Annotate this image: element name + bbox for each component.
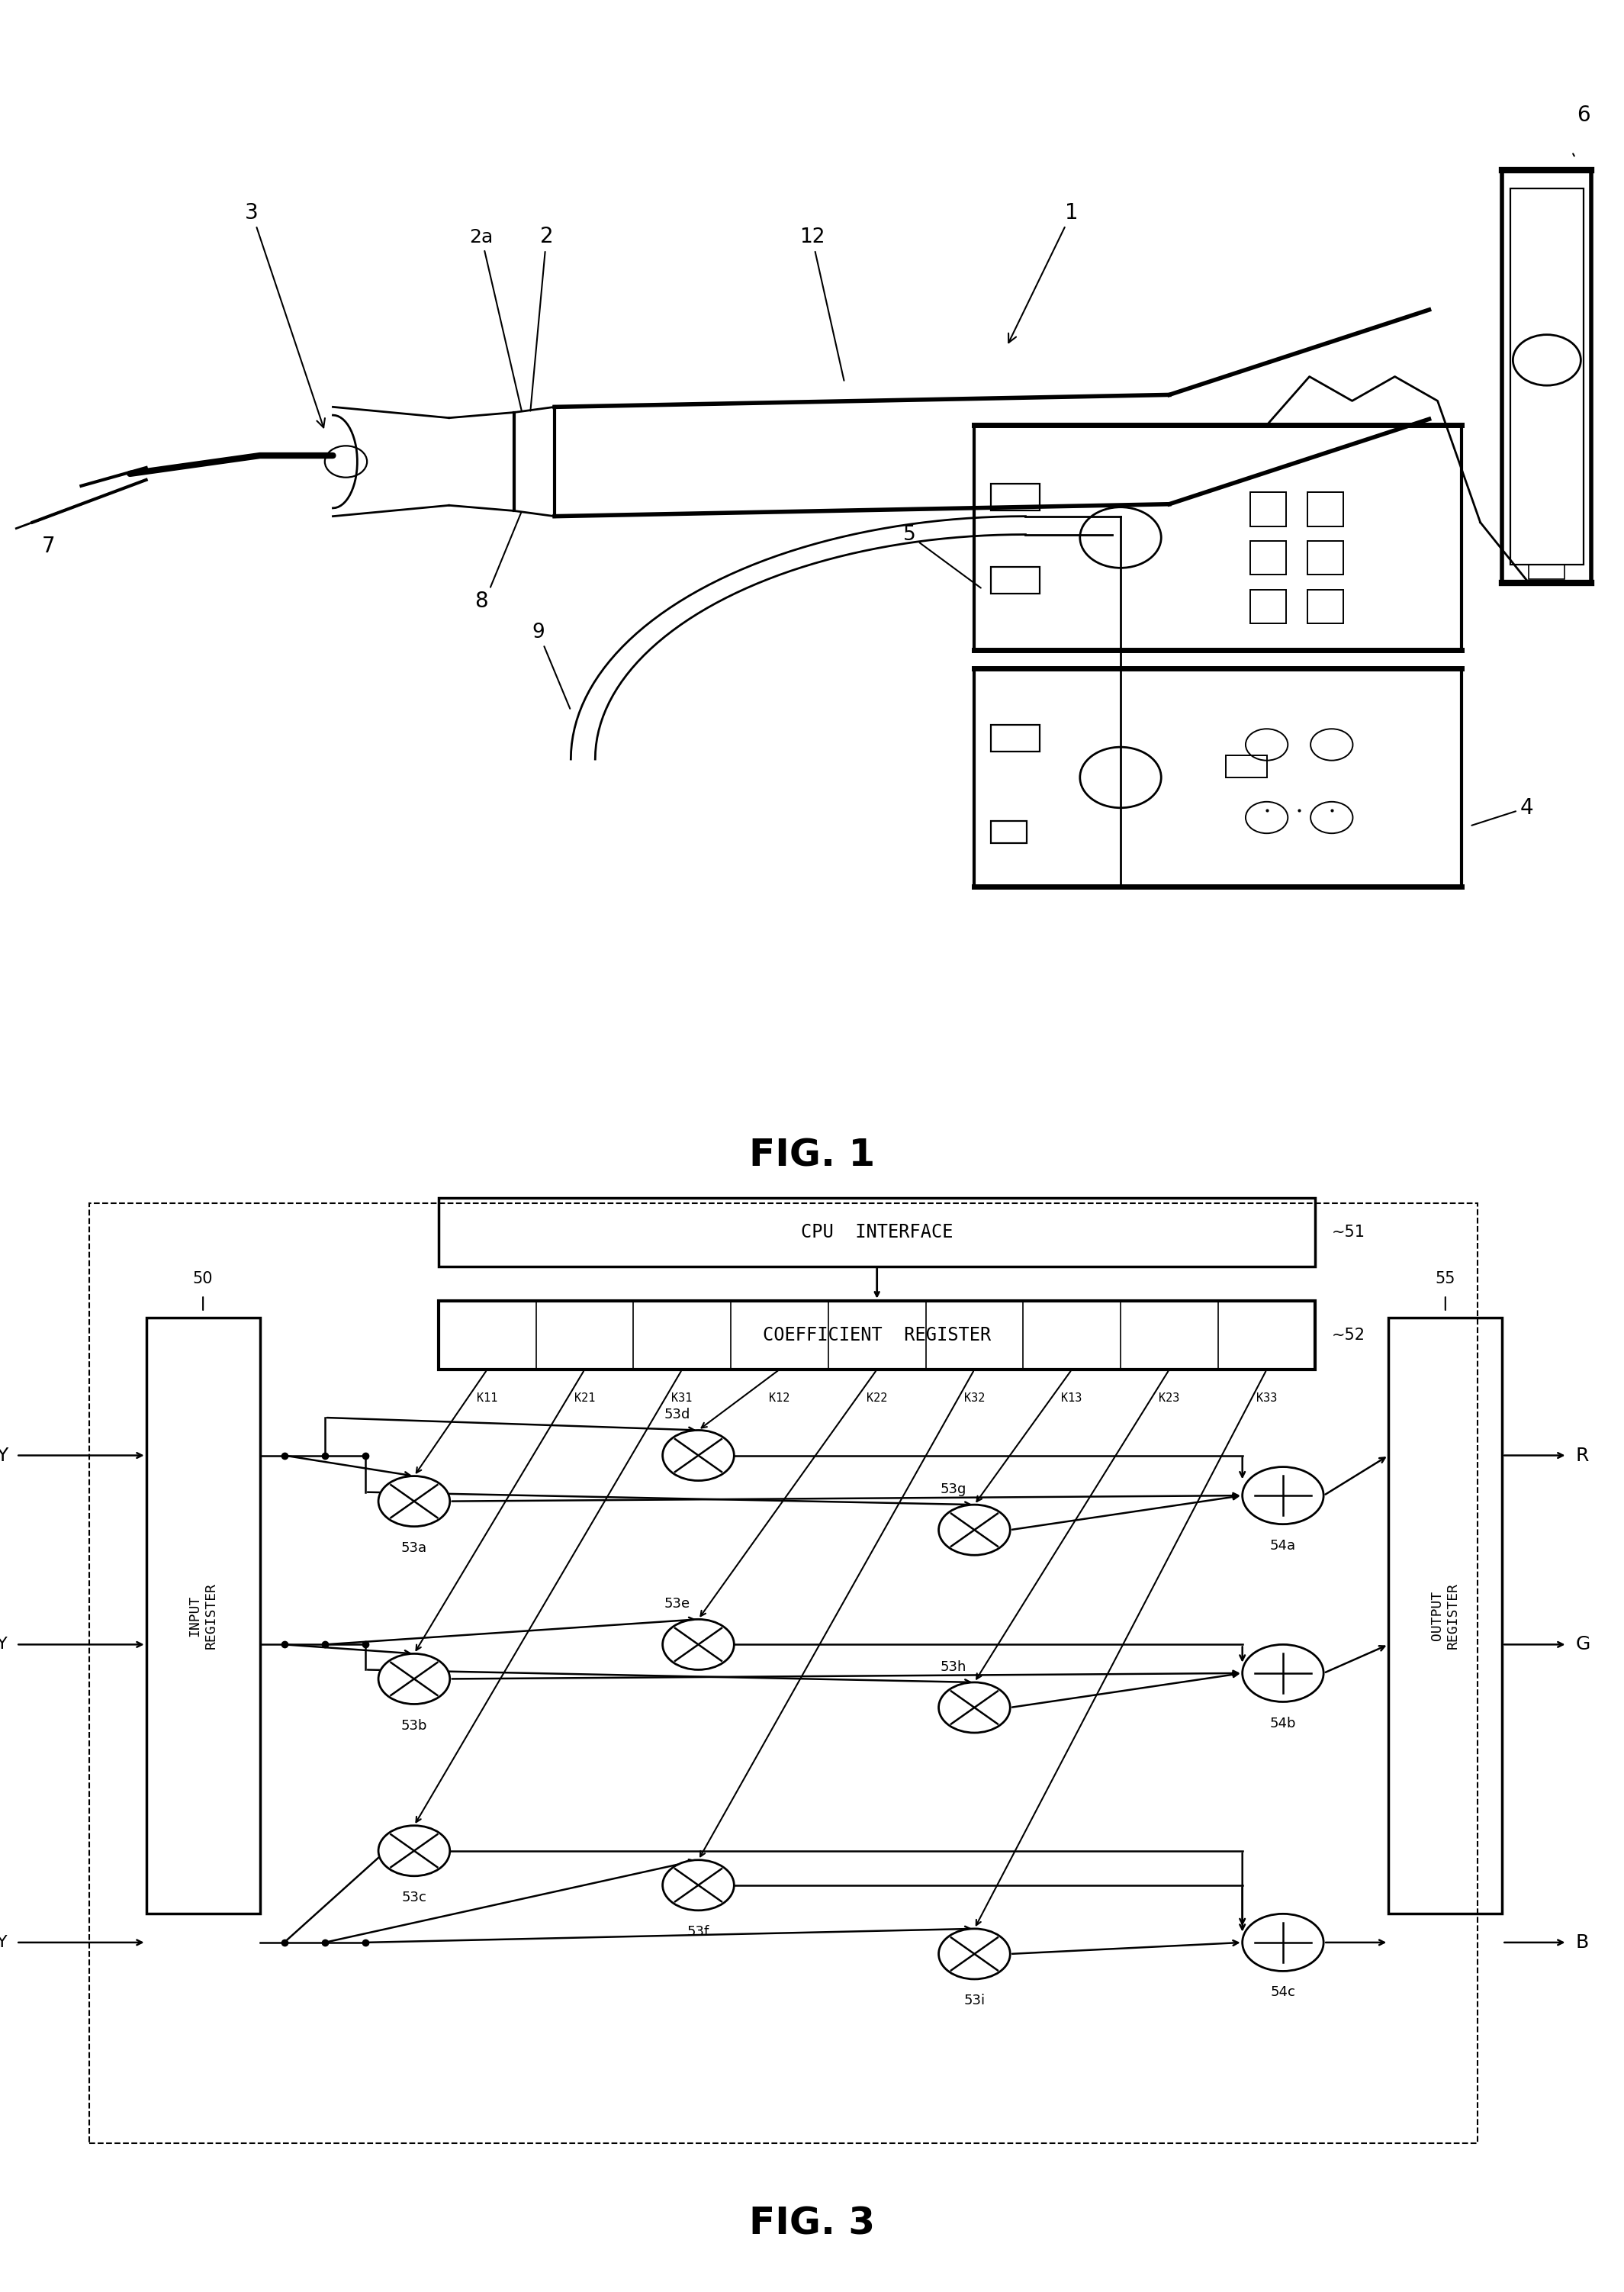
Circle shape <box>1242 1914 1324 1971</box>
Text: 54c: 54c <box>1270 1985 1296 1999</box>
Text: 54b: 54b <box>1270 1717 1296 1730</box>
Bar <box>1307 493 1343 527</box>
Text: R−Y: R−Y <box>0 1636 8 1653</box>
Bar <box>1389 1318 1502 1914</box>
Bar <box>146 1318 260 1914</box>
Text: INPUT
REGISTER: INPUT REGISTER <box>188 1584 218 1648</box>
Text: K12: K12 <box>770 1394 789 1403</box>
Text: 53b: 53b <box>401 1719 427 1733</box>
Bar <box>974 426 1462 651</box>
Circle shape <box>939 1504 1010 1554</box>
Text: B: B <box>1575 1934 1588 1950</box>
Circle shape <box>939 1930 1010 1978</box>
Text: COEFFICIENT  REGISTER: COEFFICIENT REGISTER <box>763 1327 991 1343</box>
Text: 12: 12 <box>799 227 844 380</box>
Text: FIG. 3: FIG. 3 <box>749 2205 875 2242</box>
Bar <box>974 669 1462 887</box>
Text: 2a: 2a <box>469 229 521 410</box>
Bar <box>89 1203 1478 2143</box>
Text: K23: K23 <box>1160 1394 1179 1403</box>
Text: K21: K21 <box>575 1394 594 1403</box>
Text: FIG. 1: FIG. 1 <box>749 1137 875 1174</box>
Text: K31: K31 <box>672 1394 692 1403</box>
Circle shape <box>1242 1467 1324 1524</box>
Text: 53g: 53g <box>940 1483 966 1497</box>
Text: G: G <box>1575 1636 1590 1653</box>
Text: ~52: ~52 <box>1332 1327 1366 1343</box>
Text: 53f: 53f <box>687 1925 710 1939</box>
Circle shape <box>378 1655 450 1703</box>
Circle shape <box>1242 1646 1324 1701</box>
Text: 54a: 54a <box>1270 1538 1296 1552</box>
Text: 2: 2 <box>531 227 554 410</box>
Bar <box>1250 589 1286 623</box>
Circle shape <box>663 1430 734 1481</box>
Text: K11: K11 <box>477 1394 497 1403</box>
Circle shape <box>939 1682 1010 1733</box>
Text: R: R <box>1575 1446 1588 1465</box>
Text: 6: 6 <box>1577 105 1590 126</box>
Bar <box>1226 756 1267 777</box>
Text: ~51: ~51 <box>1332 1224 1366 1240</box>
Text: 8: 8 <box>474 591 489 612</box>
Bar <box>991 821 1026 843</box>
Text: K13: K13 <box>1062 1394 1082 1403</box>
Text: K22: K22 <box>867 1394 887 1403</box>
Text: B−Y: B−Y <box>0 1934 8 1950</box>
Circle shape <box>378 1476 450 1526</box>
Bar <box>1250 493 1286 527</box>
Circle shape <box>663 1861 734 1912</box>
Text: CPU  INTERFACE: CPU INTERFACE <box>801 1224 953 1240</box>
Bar <box>1307 541 1343 575</box>
Text: 53d: 53d <box>664 1407 690 1421</box>
Bar <box>991 724 1039 752</box>
Text: 55: 55 <box>1436 1272 1455 1286</box>
Circle shape <box>378 1824 450 1875</box>
Text: 3: 3 <box>245 202 325 429</box>
Text: 53h: 53h <box>940 1659 966 1673</box>
Text: 53c: 53c <box>401 1891 427 1905</box>
Bar <box>1510 188 1583 564</box>
Text: 53a: 53a <box>401 1540 427 1554</box>
Bar <box>438 1300 1315 1368</box>
Bar <box>1502 170 1592 582</box>
Text: 53e: 53e <box>664 1598 690 1611</box>
Text: 7: 7 <box>42 536 55 557</box>
Bar <box>438 1196 1315 1265</box>
Bar <box>1307 589 1343 623</box>
Bar <box>991 484 1039 511</box>
Bar <box>991 566 1039 594</box>
Text: 50: 50 <box>193 1272 213 1286</box>
Text: 53i: 53i <box>963 1994 986 2008</box>
Text: 4: 4 <box>1471 798 1533 825</box>
Text: Y: Y <box>0 1446 8 1465</box>
Text: 5: 5 <box>903 525 981 589</box>
Text: OUTPUT
REGISTER: OUTPUT REGISTER <box>1431 1584 1460 1648</box>
Text: 9: 9 <box>533 623 570 708</box>
Text: K32: K32 <box>965 1394 984 1403</box>
Bar <box>1530 564 1566 580</box>
Text: K33: K33 <box>1257 1394 1276 1403</box>
Bar <box>1250 541 1286 575</box>
Text: 1: 1 <box>1009 202 1078 344</box>
Circle shape <box>663 1618 734 1669</box>
